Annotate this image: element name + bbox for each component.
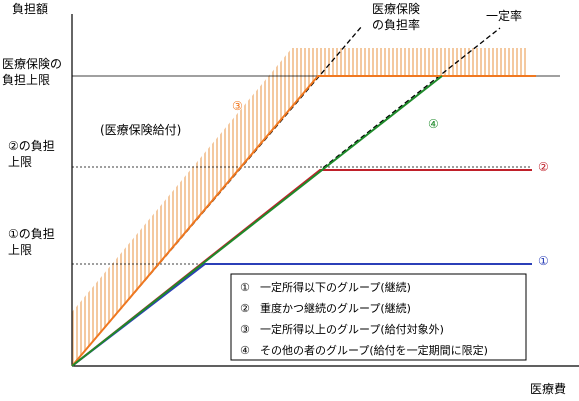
group3-marker: ③ xyxy=(232,99,243,113)
insurance-benefit-region xyxy=(72,48,527,366)
legend-item: ③ 一定所得以上のグループ(給付対象外) xyxy=(240,322,444,336)
legend-item-3-mark: ③ xyxy=(240,323,250,336)
legend-item: ② 重度かつ継続のグループ(継続) xyxy=(240,301,411,315)
legend-item-1-text: 一定所得以下のグループ(継続) xyxy=(260,280,411,294)
insurance-cap-label-line1: 医療保険の xyxy=(2,57,62,71)
cap2-label-line2: 上限 xyxy=(8,155,32,169)
fixed-rate-label: 一定率 xyxy=(486,8,522,23)
legend-item-4-text: その他の者のグループ(給付を一定期間に限定) xyxy=(260,343,488,357)
x-axis-label: 医療費 xyxy=(530,381,566,396)
legend-item-2-text: 重度かつ継続のグループ(継続) xyxy=(260,301,411,315)
y-axis-label: 負担額 xyxy=(12,2,48,16)
cap2-label-line1: ②の負担 xyxy=(8,139,55,153)
group4-marker: ④ xyxy=(428,117,439,131)
legend-box xyxy=(230,273,527,361)
group2-marker: ② xyxy=(538,160,549,174)
legend-item: ④ その他の者のグループ(給付を一定期間に限定) xyxy=(240,343,488,357)
insurance-rate-label-line2: の負担率 xyxy=(372,17,420,32)
legend-item-1-mark: ① xyxy=(240,281,250,294)
legend-item-2-mark: ② xyxy=(240,302,250,315)
cap1-label-line1: ①の負担 xyxy=(8,227,55,241)
group3-line xyxy=(71,75,536,367)
legend-item-4-mark: ④ xyxy=(240,344,250,357)
cap1-label-line2: 上限 xyxy=(8,243,32,257)
insurance-rate-label-line1: 医療保険 xyxy=(372,2,420,16)
group4-line xyxy=(71,75,443,367)
legend-item: ① 一定所得以下のグループ(継続) xyxy=(240,280,411,294)
legend-item-3-text: 一定所得以上のグループ(給付対象外) xyxy=(260,322,444,336)
group1-marker: ① xyxy=(538,254,549,268)
insurance-cap-label-line2: 負担上限 xyxy=(2,73,50,87)
insurance-benefit-label: (医療保険給付) xyxy=(100,123,181,137)
